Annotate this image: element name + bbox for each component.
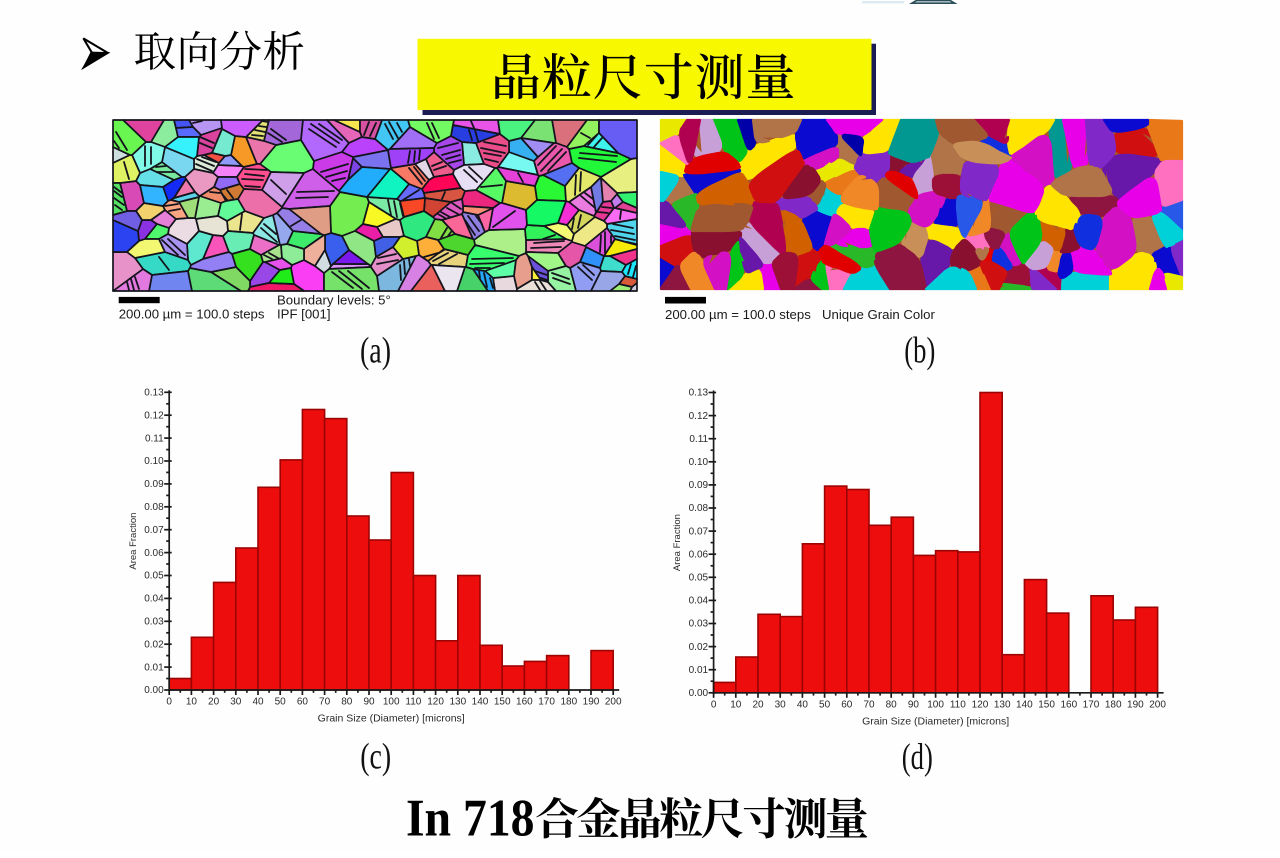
svg-text:0.00: 0.00 — [144, 685, 164, 696]
svg-text:0.01: 0.01 — [144, 662, 164, 673]
svg-text:0.04: 0.04 — [144, 594, 164, 605]
svg-text:Unique Grain Color: Unique Grain Color — [822, 307, 935, 322]
svg-text:0.03: 0.03 — [689, 619, 709, 630]
svg-text:0.07: 0.07 — [144, 525, 164, 536]
svg-text:0.05: 0.05 — [144, 571, 164, 582]
svg-text:In 718: In 718 — [406, 790, 535, 848]
svg-text:0.11: 0.11 — [689, 434, 708, 445]
svg-text:10: 10 — [186, 697, 198, 708]
svg-text:(c): (c) — [360, 736, 391, 777]
svg-text:80: 80 — [886, 699, 898, 710]
svg-text:0.10: 0.10 — [689, 457, 709, 468]
svg-text:0.12: 0.12 — [144, 410, 164, 421]
svg-text:0.06: 0.06 — [689, 549, 709, 560]
svg-text:60: 60 — [297, 697, 309, 708]
svg-text:0.08: 0.08 — [689, 503, 709, 514]
svg-text:60: 60 — [841, 699, 853, 710]
svg-text:0.12: 0.12 — [689, 411, 709, 422]
svg-text:(d): (d) — [902, 736, 933, 777]
svg-text:160: 160 — [1060, 699, 1077, 710]
svg-text:0.09: 0.09 — [144, 479, 164, 490]
svg-text:130: 130 — [449, 697, 466, 708]
svg-text:190: 190 — [1127, 699, 1144, 710]
svg-text:20: 20 — [752, 699, 764, 710]
svg-text:0.02: 0.02 — [689, 642, 709, 653]
svg-text:0.02: 0.02 — [144, 639, 164, 650]
svg-text:20: 20 — [208, 697, 220, 708]
svg-text:30: 30 — [230, 697, 242, 708]
svg-text:50: 50 — [819, 699, 831, 710]
svg-text:190: 190 — [583, 697, 600, 708]
svg-text:40: 40 — [797, 699, 809, 710]
svg-text:170: 170 — [1083, 699, 1100, 710]
svg-text:0.04: 0.04 — [689, 596, 709, 607]
svg-text:110: 110 — [405, 697, 421, 708]
svg-text:0.13: 0.13 — [689, 388, 709, 399]
svg-text:150: 150 — [494, 697, 511, 708]
svg-text:10: 10 — [730, 699, 742, 710]
svg-text:0.10: 0.10 — [144, 456, 164, 467]
svg-text:0: 0 — [711, 699, 717, 710]
svg-text:140: 140 — [1016, 699, 1033, 710]
svg-text:120: 120 — [427, 697, 444, 708]
svg-text:0.00: 0.00 — [689, 688, 709, 699]
svg-text:200.00 µm = 100.0 steps: 200.00 µm = 100.0 steps — [665, 307, 811, 322]
svg-text:180: 180 — [560, 697, 577, 708]
svg-text:200: 200 — [605, 697, 622, 708]
svg-text:90: 90 — [908, 699, 920, 710]
svg-text:Area Fraction: Area Fraction — [672, 514, 683, 571]
svg-text:0.13: 0.13 — [144, 388, 164, 399]
svg-text:130: 130 — [994, 699, 1011, 710]
svg-text:0.08: 0.08 — [144, 502, 164, 513]
svg-text:Boundary levels: 5°: Boundary levels: 5° — [277, 293, 391, 308]
svg-text:200.00 µm = 100.0 steps: 200.00 µm = 100.0 steps — [119, 306, 265, 321]
svg-text:70: 70 — [863, 699, 875, 710]
svg-text:30: 30 — [775, 699, 787, 710]
svg-text:150: 150 — [1038, 699, 1055, 710]
svg-text:40: 40 — [252, 697, 264, 708]
svg-text:0.06: 0.06 — [144, 548, 164, 559]
svg-text:110: 110 — [950, 699, 966, 710]
svg-text:100: 100 — [383, 697, 400, 708]
svg-text:Area Fraction: Area Fraction — [128, 513, 139, 570]
svg-text:(b): (b) — [904, 330, 935, 371]
svg-text:90: 90 — [363, 697, 375, 708]
svg-text:0.07: 0.07 — [689, 526, 709, 537]
svg-text:IPF [001]: IPF [001] — [277, 306, 331, 321]
svg-text:0.01: 0.01 — [689, 665, 709, 676]
svg-text:0: 0 — [166, 697, 172, 708]
svg-text:50: 50 — [275, 697, 287, 708]
svg-text:200: 200 — [1149, 699, 1166, 710]
svg-text:100: 100 — [927, 699, 944, 710]
svg-text:0.09: 0.09 — [689, 480, 709, 491]
svg-text:70: 70 — [319, 697, 331, 708]
svg-text:Grain Size (Diameter) [microns: Grain Size (Diameter) [microns] — [318, 713, 465, 725]
svg-text:(a): (a) — [360, 330, 391, 371]
svg-text:0.05: 0.05 — [689, 573, 709, 584]
svg-text:180: 180 — [1105, 699, 1122, 710]
svg-text:0.03: 0.03 — [144, 617, 164, 628]
svg-text:Grain Size (Diameter) [microns: Grain Size (Diameter) [microns] — [862, 715, 1009, 727]
svg-text:80: 80 — [341, 697, 353, 708]
svg-text:160: 160 — [516, 697, 533, 708]
svg-text:170: 170 — [538, 697, 555, 708]
svg-text:120: 120 — [972, 699, 989, 710]
svg-text:0.11: 0.11 — [145, 433, 164, 444]
svg-text:140: 140 — [472, 697, 489, 708]
